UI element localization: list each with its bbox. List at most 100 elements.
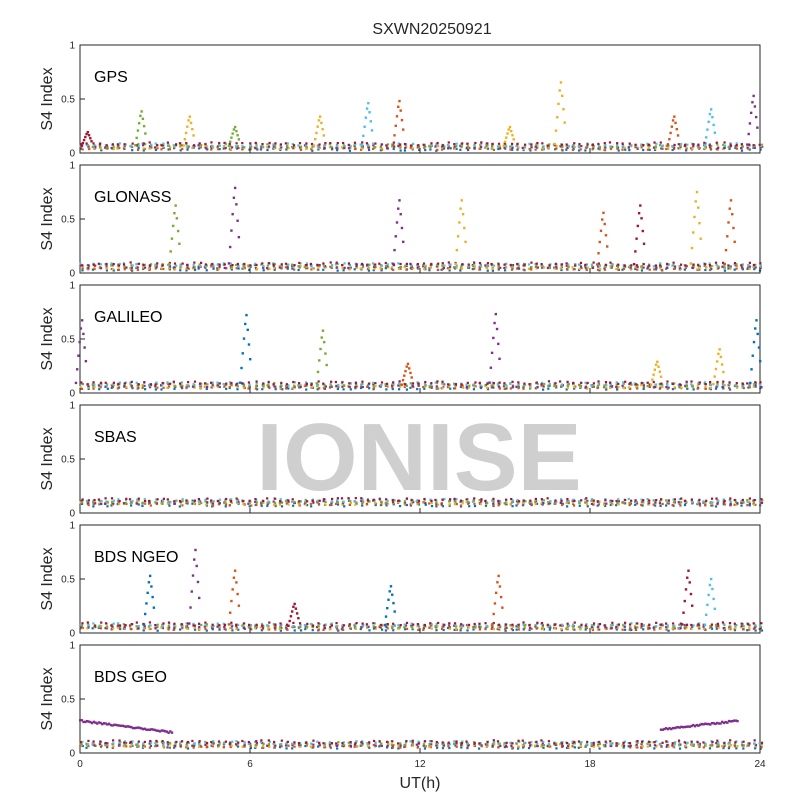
data-point: [242, 265, 245, 268]
data-point: [492, 386, 495, 389]
spike-point: [318, 359, 321, 362]
data-point: [630, 383, 633, 386]
data-point: [454, 383, 458, 386]
spike-point: [383, 623, 386, 627]
data-point: [166, 498, 169, 501]
data-point: [666, 740, 669, 743]
data-point: [590, 625, 593, 628]
data-point: [236, 388, 239, 391]
data-point: [255, 382, 258, 385]
data-point: [286, 267, 289, 270]
data-point: [542, 501, 545, 505]
data-point: [236, 262, 239, 266]
data-point: [274, 628, 277, 631]
data-point: [303, 265, 306, 269]
data-point: [466, 746, 469, 750]
spike-point: [563, 121, 566, 124]
data-point: [752, 263, 756, 267]
data-point: [267, 380, 270, 384]
data-point: [287, 744, 290, 747]
data-point: [230, 500, 233, 503]
data-point: [721, 621, 725, 624]
spike-point: [493, 321, 496, 325]
spike-point: [632, 262, 636, 266]
data-point: [566, 505, 569, 508]
data-point: [342, 743, 345, 746]
spike-point: [706, 128, 709, 131]
data-point: [366, 263, 369, 266]
data-point: [367, 266, 371, 269]
data-point: [228, 504, 231, 507]
data-point: [255, 625, 258, 628]
data-point: [728, 742, 731, 745]
data-point: [629, 382, 632, 385]
data-point: [204, 627, 207, 630]
data-point: [561, 744, 564, 747]
data-point: [540, 501, 544, 504]
spike-point: [395, 221, 399, 224]
data-point: [758, 382, 762, 385]
data-point: [659, 499, 662, 503]
data-point: [478, 261, 482, 265]
data-point: [727, 264, 730, 267]
data-point: [447, 145, 451, 148]
data-point: [87, 387, 90, 390]
data-point: [555, 147, 558, 150]
data-point: [185, 743, 188, 746]
data-point: [459, 742, 462, 745]
data-point: [466, 381, 469, 384]
data-point: [317, 624, 320, 627]
data-point: [615, 383, 618, 386]
data-point: [366, 267, 370, 271]
data-point: [716, 380, 719, 384]
data-point: [412, 142, 415, 145]
data-point: [435, 387, 438, 390]
spike-point: [636, 224, 640, 228]
data-point: [218, 385, 221, 389]
spike-point: [74, 381, 78, 385]
data-point: [347, 266, 350, 270]
data-point: [715, 141, 718, 144]
data-point: [167, 385, 171, 388]
data-point: [536, 626, 539, 629]
data-point: [403, 149, 407, 152]
data-point: [409, 264, 413, 267]
data-point: [266, 146, 269, 149]
spike-point: [232, 196, 236, 199]
data-point: [274, 504, 277, 507]
data-point: [136, 498, 139, 501]
data-point: [343, 505, 346, 508]
data-point: [703, 381, 707, 384]
data-point: [603, 148, 606, 152]
data-point: [287, 387, 290, 390]
data-point: [653, 148, 657, 152]
data-point: [372, 265, 376, 268]
data-point: [166, 381, 169, 384]
data-point: [287, 263, 290, 266]
y-tick-label: 0: [69, 509, 75, 520]
data-point: [141, 501, 144, 504]
data-point: [752, 146, 755, 149]
data-point: [98, 624, 101, 627]
data-point: [628, 628, 631, 631]
data-point: [378, 740, 381, 743]
data-point: [578, 385, 582, 388]
data-point: [573, 499, 576, 503]
data-point: [530, 261, 533, 264]
data-point: [186, 148, 189, 151]
data-point: [646, 142, 649, 145]
data-point: [330, 265, 333, 269]
data-point: [646, 267, 649, 270]
data-point: [204, 143, 207, 146]
data-point: [267, 500, 270, 503]
data-point: [398, 626, 402, 629]
data-point: [268, 745, 271, 748]
data-point: [87, 264, 90, 267]
data-point: [230, 501, 234, 504]
data-point: [160, 384, 163, 387]
data-point: [673, 741, 677, 744]
data-point: [193, 628, 197, 631]
spike-point: [651, 378, 654, 381]
data-point: [217, 503, 221, 506]
data-point: [187, 267, 190, 270]
